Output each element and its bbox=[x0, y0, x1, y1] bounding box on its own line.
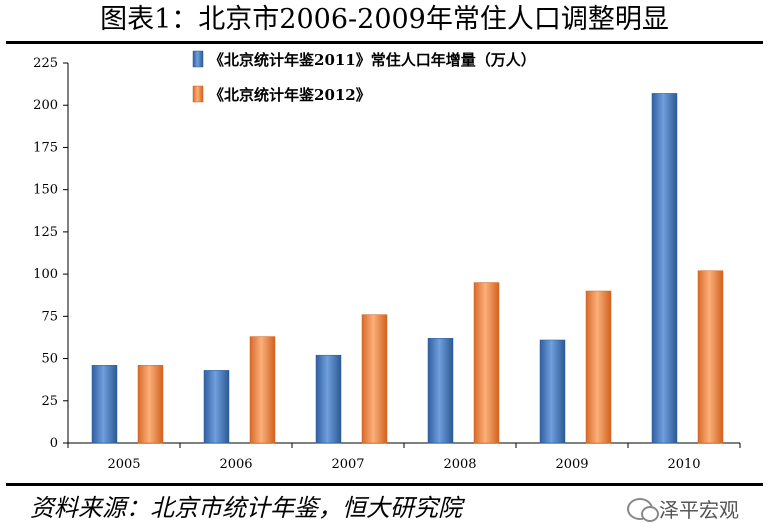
y-tick-label: 225 bbox=[33, 56, 58, 71]
x-tick-label: 2005 bbox=[107, 457, 140, 472]
y-tick-label: 75 bbox=[41, 309, 58, 324]
y-tick-label: 150 bbox=[33, 183, 58, 198]
bar-series1 bbox=[539, 339, 566, 444]
bar-series1 bbox=[315, 354, 342, 444]
watermark: 泽平宏观 bbox=[627, 494, 739, 523]
bar-series2 bbox=[137, 365, 164, 444]
bar-series2 bbox=[361, 314, 388, 444]
bar-series2 bbox=[473, 282, 500, 444]
y-tick-label: 175 bbox=[33, 140, 58, 155]
y-tick-label: 125 bbox=[33, 225, 58, 240]
watermark-text: 泽平宏观 bbox=[659, 498, 739, 522]
legend-swatch-series2 bbox=[192, 85, 204, 103]
y-tick-label: 100 bbox=[33, 267, 58, 282]
y-tick-label: 0 bbox=[50, 436, 58, 451]
y-tick-label: 50 bbox=[41, 352, 58, 367]
footer-divider bbox=[6, 483, 763, 486]
x-tick-label: 2009 bbox=[555, 457, 588, 472]
source-note: 资料来源：北京市统计年鉴，恒大研究院 bbox=[30, 494, 462, 522]
bar-series1 bbox=[203, 370, 230, 444]
x-tick-label: 2008 bbox=[443, 457, 476, 472]
bar-series1 bbox=[91, 365, 118, 444]
legend-label-series2: 《北京统计年鉴2012》 bbox=[209, 86, 371, 104]
bar-chart: 0 25 50 75 100 125 150 175 200 225 2005 2006 2007 200… bbox=[33, 50, 741, 472]
bar-series2 bbox=[697, 270, 724, 444]
title-divider bbox=[6, 41, 763, 44]
bar-series2 bbox=[585, 290, 612, 444]
x-tick-label: 2007 bbox=[331, 457, 364, 472]
x-tick-label: 2006 bbox=[219, 457, 252, 472]
bar-series1 bbox=[427, 338, 454, 444]
y-tick-label: 25 bbox=[41, 394, 58, 409]
legend-swatch-series1 bbox=[192, 50, 204, 68]
legend-label-series1: 《北京统计年鉴2011》常住人口年增量（万人） bbox=[209, 51, 536, 69]
wechat-icon bbox=[627, 497, 659, 522]
bar-series2 bbox=[249, 336, 276, 444]
bar-series1 bbox=[651, 93, 678, 444]
y-tick-label: 200 bbox=[33, 98, 58, 113]
x-tick-label: 2010 bbox=[667, 457, 700, 472]
chart-title: 图表1：北京市2006-2009年常住人口调整明显 bbox=[100, 4, 669, 35]
